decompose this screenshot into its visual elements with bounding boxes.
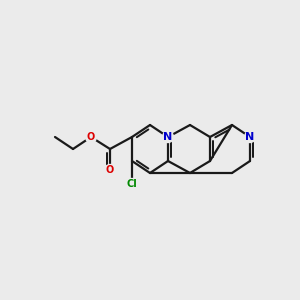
Circle shape [244, 131, 256, 142]
Circle shape [104, 164, 116, 175]
Circle shape [163, 131, 173, 142]
Text: N: N [164, 132, 172, 142]
Text: N: N [245, 132, 255, 142]
Text: O: O [106, 165, 114, 175]
Circle shape [127, 178, 137, 190]
Text: O: O [87, 132, 95, 142]
Text: Cl: Cl [127, 179, 137, 189]
Circle shape [85, 131, 97, 142]
